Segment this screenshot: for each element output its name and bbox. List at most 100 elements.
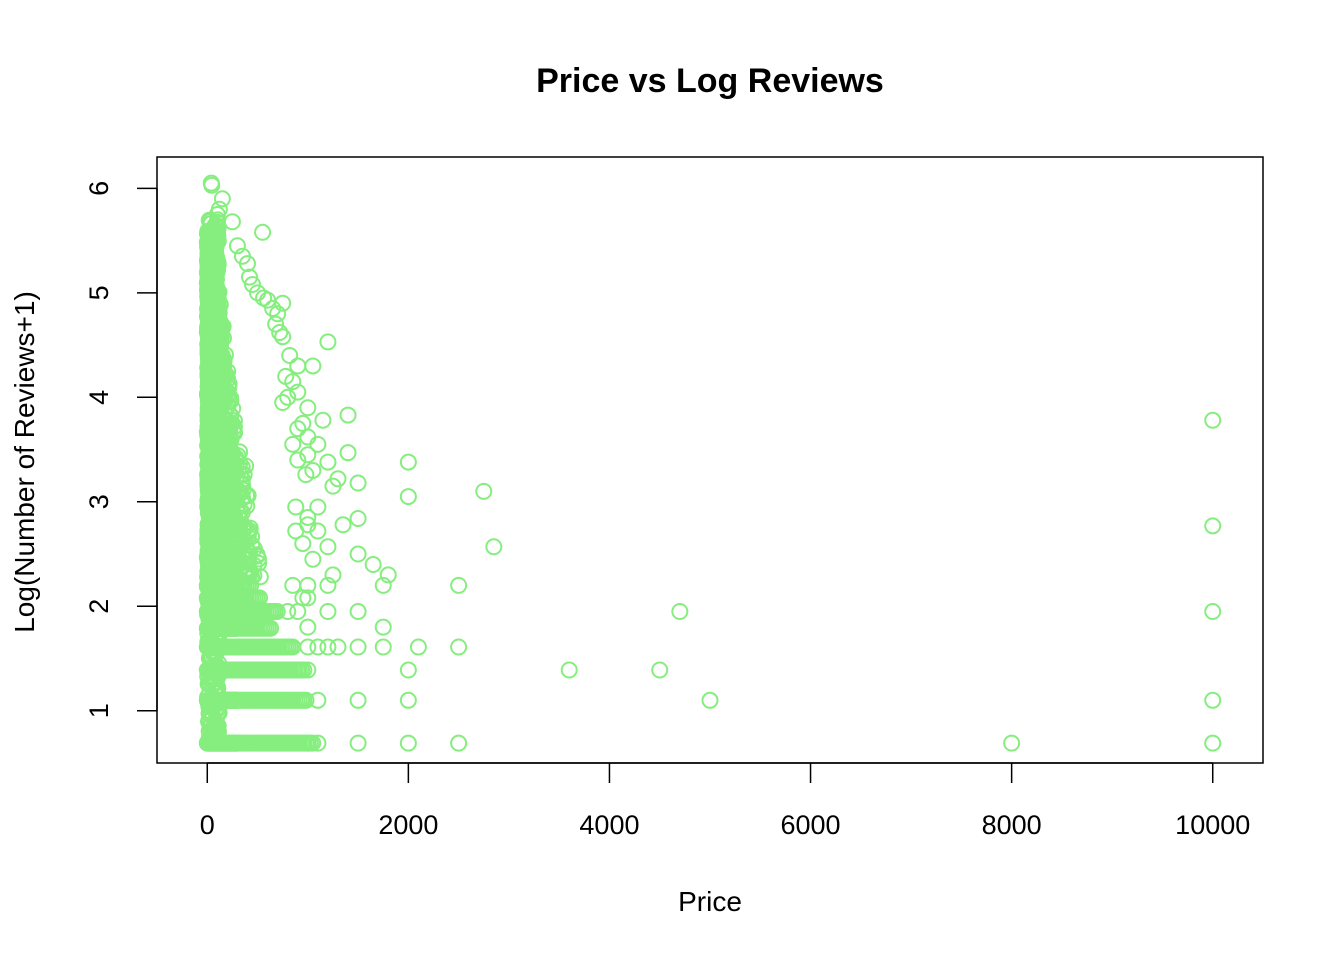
x-tick-label: 6000	[781, 810, 841, 840]
data-point	[245, 540, 263, 558]
data-point	[254, 223, 272, 241]
data-point	[319, 333, 337, 351]
data-point	[475, 482, 493, 500]
data-point	[399, 661, 417, 679]
data-point	[205, 474, 223, 492]
data-point	[202, 361, 220, 379]
data-point	[374, 576, 392, 594]
data-point	[309, 435, 327, 453]
data-point	[450, 734, 468, 752]
data-point	[339, 444, 357, 462]
data-point	[228, 237, 246, 255]
data-point	[209, 453, 227, 471]
data-point	[334, 516, 352, 534]
data-point	[207, 238, 225, 256]
data-point	[289, 383, 307, 401]
y-tick-label: 3	[84, 494, 114, 509]
data-point	[279, 388, 297, 406]
data-point	[349, 638, 367, 656]
data-point	[295, 661, 313, 679]
data-point	[289, 603, 307, 620]
data-point	[213, 190, 231, 208]
data-point	[299, 446, 317, 464]
data-point	[289, 420, 307, 438]
data-point	[201, 536, 219, 554]
data-point	[399, 453, 417, 471]
data-point	[309, 638, 327, 656]
data-point	[205, 427, 223, 445]
data-point	[319, 603, 337, 620]
data-point	[349, 603, 367, 620]
data-point	[701, 691, 719, 709]
data-point	[207, 281, 225, 299]
data-point	[309, 734, 327, 752]
data-point	[208, 695, 226, 713]
data-point	[364, 555, 382, 573]
data-point	[210, 583, 228, 601]
data-point	[271, 324, 289, 342]
data-point	[200, 384, 218, 402]
data-point	[264, 300, 282, 317]
data-point	[379, 566, 397, 584]
data-point	[268, 603, 286, 620]
data-point	[399, 488, 417, 506]
data-point	[289, 661, 307, 679]
data-point	[284, 576, 302, 594]
data-point	[204, 730, 222, 748]
data-point	[201, 252, 219, 270]
plot-frame	[156, 156, 1264, 764]
data-point	[349, 474, 367, 492]
data-point	[207, 228, 225, 246]
data-point	[339, 406, 357, 424]
data-point	[206, 713, 224, 731]
data-point	[204, 416, 222, 434]
data-point	[399, 691, 417, 709]
data-point	[207, 682, 225, 700]
data-point	[240, 550, 258, 568]
data-point	[274, 328, 292, 346]
data-point	[284, 435, 302, 453]
data-point	[200, 519, 218, 537]
data-point	[1204, 603, 1222, 620]
data-point	[450, 638, 468, 656]
x-tick-label: 10000	[1175, 810, 1250, 840]
data-point	[289, 451, 307, 469]
y-tick-label: 4	[84, 390, 114, 405]
data-point	[319, 453, 337, 471]
y-tick-label: 5	[84, 285, 114, 300]
data-point	[227, 456, 245, 474]
x-axis-label: Price	[678, 886, 742, 917]
data-point	[1204, 517, 1222, 535]
data-point	[209, 326, 227, 344]
data-point	[208, 205, 226, 223]
data-point	[205, 403, 223, 421]
data-point	[671, 603, 689, 620]
data-point	[450, 576, 468, 594]
data-point	[349, 734, 367, 752]
data-point	[206, 554, 224, 572]
data-point	[651, 661, 669, 679]
data-point	[200, 649, 218, 667]
data-point	[237, 567, 255, 585]
data-point	[349, 545, 367, 563]
data-point	[287, 522, 305, 540]
data-point	[207, 320, 225, 338]
data-point	[200, 419, 218, 437]
data-point	[299, 638, 317, 656]
data-point	[309, 498, 327, 516]
data-point	[206, 733, 224, 751]
data-point	[262, 619, 280, 637]
data-point	[241, 268, 259, 286]
y-axis-label: Log(Number of Reviews+1)	[9, 291, 40, 633]
data-point	[287, 498, 305, 516]
data-point	[349, 510, 367, 528]
data-point	[202, 310, 220, 328]
data-point	[409, 638, 427, 656]
data-point	[205, 498, 223, 516]
data-point	[204, 670, 222, 688]
data-point	[274, 394, 292, 412]
data-point	[205, 525, 223, 543]
chart-title: Price vs Log Reviews	[536, 62, 884, 100]
